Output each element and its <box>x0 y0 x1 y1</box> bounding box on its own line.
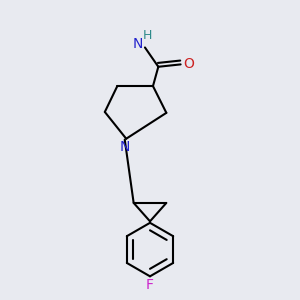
Text: N: N <box>132 38 143 52</box>
Text: F: F <box>146 278 154 292</box>
Text: O: O <box>183 57 194 71</box>
Text: H: H <box>143 29 153 42</box>
Text: N: N <box>119 140 130 154</box>
